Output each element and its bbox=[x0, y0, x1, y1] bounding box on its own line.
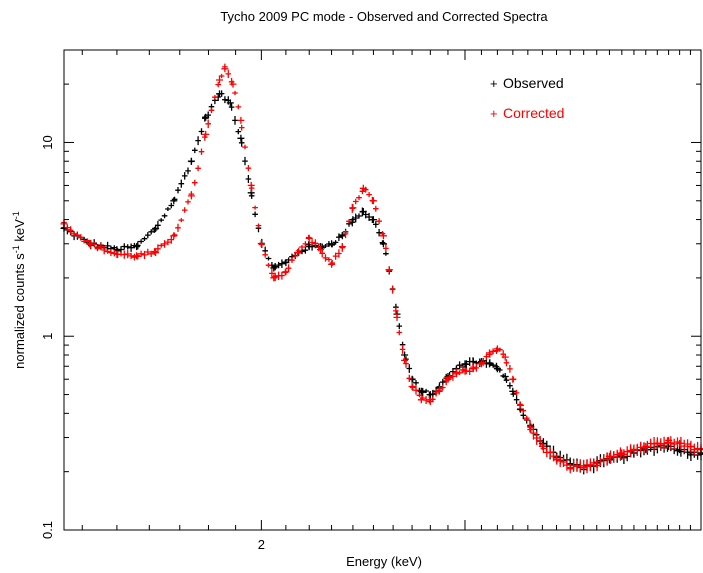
y-tick-label: 0.1 bbox=[40, 521, 55, 539]
y-axis-label-exp1: -1 bbox=[11, 245, 21, 253]
legend-label-corrected: Corrected bbox=[503, 105, 564, 121]
legend-entry-observed: + Observed bbox=[490, 75, 564, 91]
series-corrected bbox=[60, 63, 703, 474]
data-point bbox=[170, 197, 178, 205]
data-point bbox=[393, 313, 401, 321]
data-point bbox=[270, 274, 278, 282]
data-point bbox=[216, 76, 223, 84]
legend-entry-corrected: + Corrected bbox=[490, 105, 564, 121]
legend-marker-observed: + bbox=[490, 76, 498, 91]
x-axis-label: Energy (keV) bbox=[346, 554, 422, 569]
plot-area bbox=[60, 63, 703, 475]
y-tick-label: 1 bbox=[40, 333, 55, 340]
legend-label-observed: Observed bbox=[503, 75, 564, 91]
y-axis-label-exp2: -1 bbox=[11, 211, 21, 219]
legend: + Observed + Corrected bbox=[490, 75, 564, 121]
y-axis-label-mid: keV bbox=[12, 219, 27, 245]
y-tick-label: 10 bbox=[40, 135, 55, 149]
binned-crosses bbox=[61, 90, 703, 475]
series-observed bbox=[60, 90, 703, 475]
plot-frame bbox=[63, 49, 702, 531]
chart-title: Tycho 2009 PC mode - Observed and Correc… bbox=[220, 9, 548, 24]
x-tick-label: 2 bbox=[258, 537, 265, 552]
data-point bbox=[379, 240, 387, 248]
binned-crosses bbox=[61, 63, 703, 474]
y-axis-label: normalized counts s-1 keV-1 bbox=[11, 211, 27, 369]
data-point bbox=[237, 116, 245, 124]
legend-marker-corrected: + bbox=[490, 106, 498, 121]
data-point bbox=[401, 356, 409, 364]
y-axis-label-base: normalized counts s bbox=[12, 253, 27, 369]
data-point bbox=[237, 134, 245, 142]
data-point bbox=[697, 446, 703, 454]
axis-ticks: 2 0.1 1 10 bbox=[40, 49, 702, 552]
